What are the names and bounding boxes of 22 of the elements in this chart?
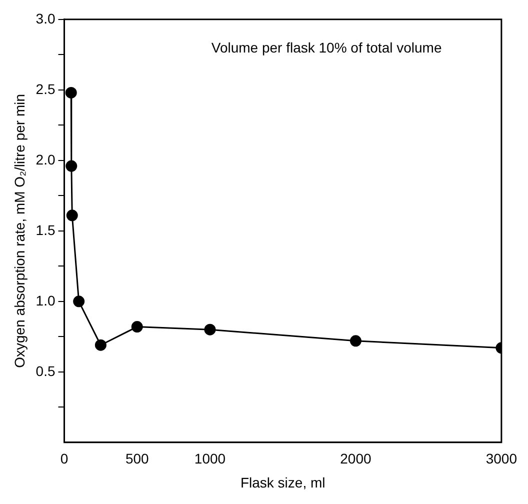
point (131, 321, 143, 333)
y-tick-label: 3.0 (36, 10, 56, 26)
point (65, 86, 77, 98)
point (73, 296, 85, 308)
point (66, 210, 78, 222)
x-tick-label: 3000 (486, 450, 518, 467)
y-tick-label: 2.0 (36, 151, 56, 168)
annotation: Volume per flask 10% of total volume (211, 39, 442, 56)
x-tick-label: 1000 (194, 450, 226, 467)
x-axis-title: Flask size, ml (240, 474, 326, 490)
point (350, 335, 362, 347)
y-tick-label: 1.5 (36, 222, 56, 238)
x-tick-label: 2000 (340, 450, 372, 467)
x-tick-label: 500 (125, 450, 150, 467)
y-tick-label: 1.0 (36, 292, 56, 308)
point (66, 160, 78, 172)
y-tick-label: 2.5 (36, 80, 56, 97)
y-axis-title: Oxygen absorption rate, mM O₂/litre per min (11, 94, 28, 368)
x-tick-label: 0 (60, 450, 68, 467)
y-tick-label: 0.5 (36, 362, 56, 379)
point (94, 339, 106, 351)
point (204, 324, 216, 336)
